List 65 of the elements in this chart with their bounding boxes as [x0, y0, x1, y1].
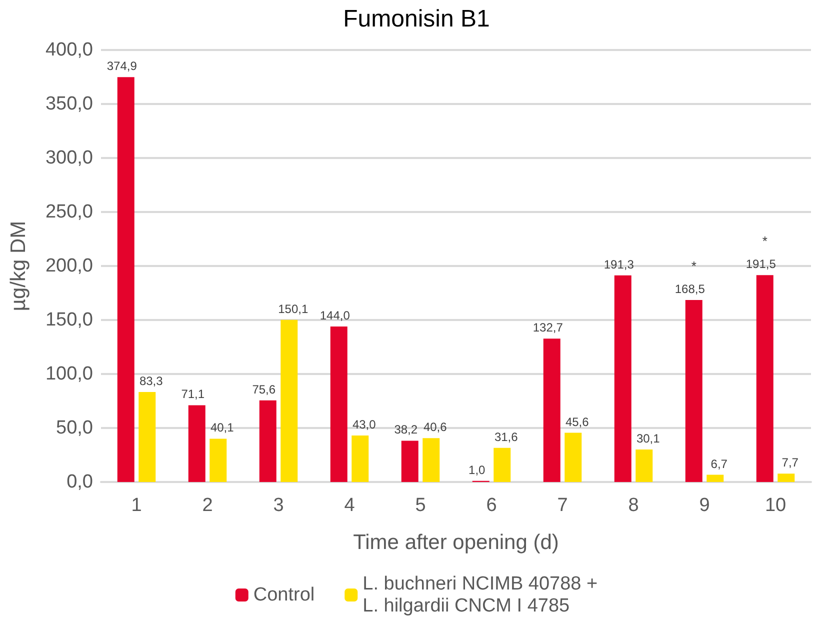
bar [138, 392, 156, 482]
data-label: 6,7 [710, 456, 728, 471]
data-label: 83,3 [139, 374, 164, 388]
bar [117, 77, 134, 482]
x-tick-label: 8 [628, 495, 639, 516]
bar [564, 432, 582, 482]
bar [422, 438, 440, 482]
data-label: 191,5 [746, 257, 776, 272]
x-tick-label: 4 [344, 495, 356, 516]
bar [280, 320, 298, 482]
chart-title: Fumonisin B1 [343, 6, 490, 32]
data-label: 40,6 [423, 420, 448, 434]
x-tick-label: 3 [273, 495, 284, 516]
bar [330, 326, 348, 482]
bar [636, 449, 653, 482]
bar [778, 474, 795, 482]
y-tick-label: 100,0 [45, 364, 93, 384]
x-tick-label: 1 [131, 495, 142, 516]
data-label: 75,6 [252, 382, 276, 396]
data-label: 132,7 [532, 320, 564, 335]
legend-label: Control [253, 584, 315, 606]
data-label: 191,3 [604, 257, 634, 272]
x-tick-label: 5 [415, 495, 426, 516]
y-tick-label: 200,0 [45, 256, 93, 276]
bar [401, 440, 418, 482]
data-label: 150,1 [278, 302, 308, 316]
data-label: 45,6 [565, 414, 590, 429]
y-tick-label: 350,0 [45, 94, 93, 114]
x-tick-label: 10 [764, 495, 786, 516]
data-label: 7,7 [782, 456, 799, 470]
y-tick-label: 150,0 [45, 310, 93, 330]
data-label: 168,5 [674, 282, 706, 296]
annotation: * [691, 258, 696, 274]
data-label: 40,1 [210, 420, 234, 435]
bar [706, 474, 724, 482]
y-axis-title: µg/kg DM [7, 220, 30, 312]
y-tick-label: 400,0 [45, 40, 93, 60]
bar [352, 436, 369, 482]
bar [756, 275, 774, 482]
x-tick-label: 9 [699, 495, 710, 516]
bar [614, 275, 632, 482]
bar [259, 400, 276, 482]
y-tick-label: 50,0 [56, 418, 93, 438]
bar [188, 405, 206, 482]
data-label: 144,0 [320, 308, 350, 322]
data-label: 374,9 [106, 59, 138, 74]
bar [494, 448, 511, 482]
y-tick-label: 250,0 [45, 202, 93, 222]
data-label: 71,1 [181, 387, 205, 402]
data-label: 1,0 [468, 462, 486, 477]
x-axis-title: Time after opening (d) [353, 531, 559, 554]
y-tick-label: 300,0 [45, 148, 93, 168]
legend-label: L. buchneri NCIMB 40788 + L. hilgardii CNCM I 4785 [362, 574, 598, 616]
data-label: 30,1 [636, 431, 660, 446]
x-tick-label: 2 [202, 495, 213, 516]
bar [210, 438, 227, 482]
x-tick-label: 6 [486, 495, 497, 516]
bar [685, 300, 702, 482]
data-label: 31,6 [494, 430, 518, 444]
data-label: 43,0 [352, 418, 376, 432]
data-label: 38,2 [394, 422, 418, 437]
x-tick-label: 7 [557, 495, 568, 516]
annotation: * [762, 234, 768, 249]
y-tick-label: 0,0 [66, 472, 93, 492]
bar [543, 338, 560, 482]
